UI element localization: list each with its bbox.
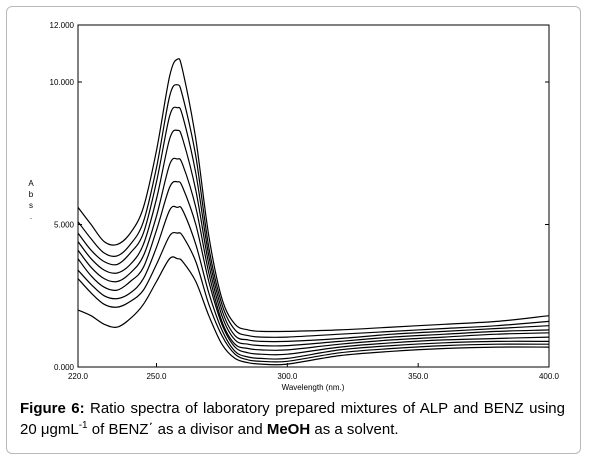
y-tick-label: 5.000 [54,221,75,230]
spectrum-line-5 [77,157,550,351]
figure-caption: Figure 6: Ratio spectra of laboratory pr… [20,398,565,440]
x-tick-label: 220.0 [68,372,89,381]
y-axis-label-char: . [30,212,32,221]
x-tick-label: 400.0 [539,372,560,381]
spectrum-line-2 [77,84,550,338]
y-axis-label-char: b [29,190,34,199]
x-tick-label: 250.0 [146,372,167,381]
y-axis-label-char: A [28,179,34,188]
y-axis-label-char: s [29,201,33,210]
spectrum-line-1 [77,58,550,333]
spectrum-line-7 [77,205,550,360]
plot-area [77,24,550,368]
spectrum-line-6 [77,180,550,356]
caption-text-3: as a solvent. [310,421,399,438]
spectra-chart: 220.0 250.0 300.0 350.0 400.0 0.000 5.000 10.00… [28,21,560,392]
y-tick-label: 0.000 [54,363,75,372]
figure-frame [6,6,581,454]
series-layer [77,58,550,366]
ticks-layer: 220.0 250.0 300.0 350.0 400.0 0.000 5.000 10.00… [50,21,560,381]
spectrum-line-3 [77,106,550,343]
y-tick-label: 12.000 [50,21,75,30]
y-tick-label: 10.000 [50,78,75,87]
x-tick-label: 300.0 [277,372,298,381]
caption-superscript: -1 [78,420,88,431]
spectrum-line-8 [77,231,550,363]
y-axis-label: Abs. [28,179,34,221]
caption-label: Figure 6: [20,400,85,417]
caption-text-1: Ratio spectra of laboratory prepared mix… [20,400,565,438]
x-axis-label: Wavelength (nm.) [282,383,345,392]
x-tick-label: 350.0 [408,372,429,381]
spectrum-line-4 [77,129,550,347]
caption-solvent: MeOH [266,421,311,438]
caption-text-2: of BENZ΄ as a divisor and [87,421,267,438]
spectrum-line-9 [77,256,550,366]
